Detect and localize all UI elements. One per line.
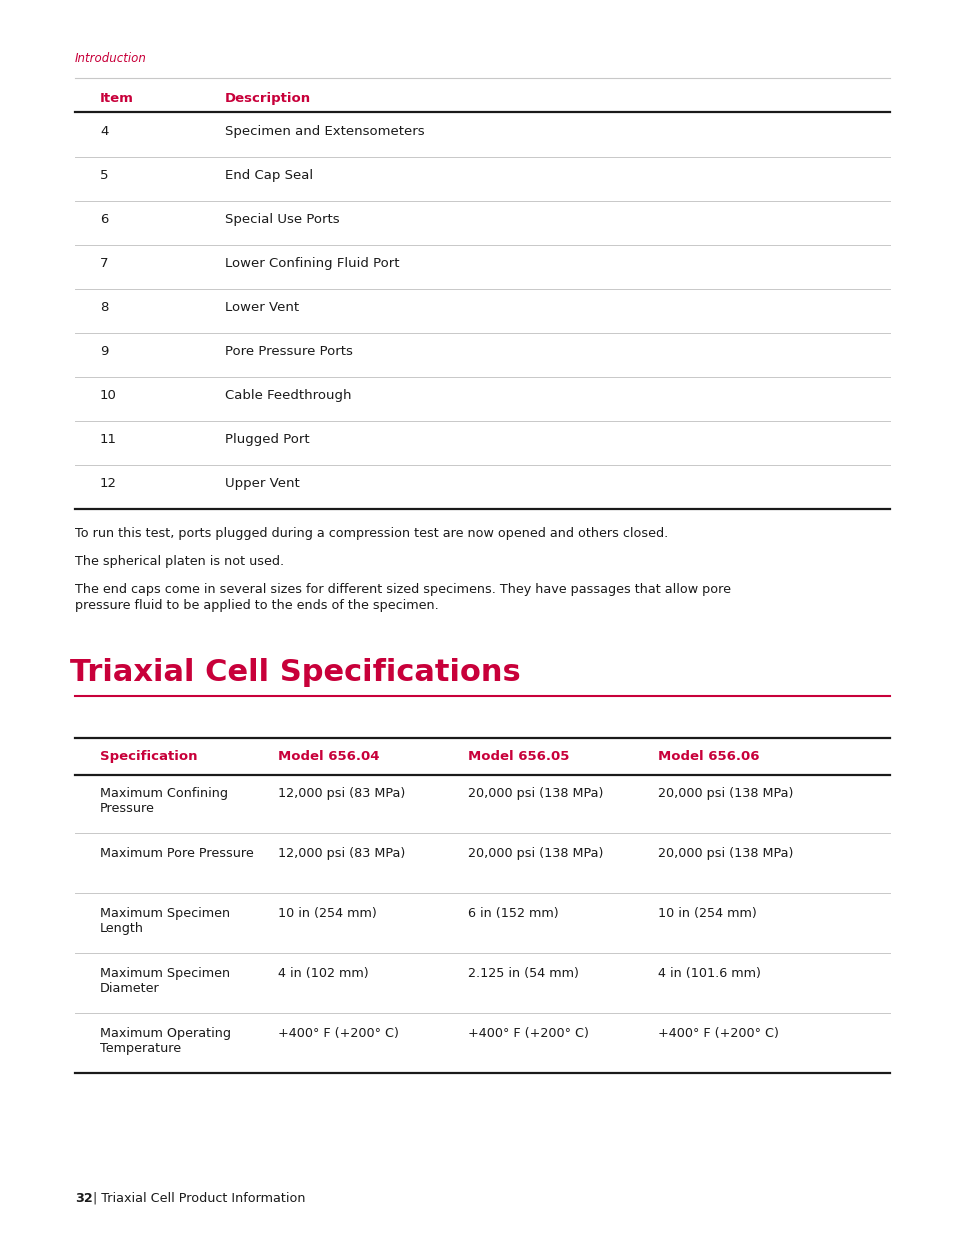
Text: 12,000 psi (83 MPa): 12,000 psi (83 MPa) (277, 787, 405, 800)
Text: 20,000 psi (138 MPa): 20,000 psi (138 MPa) (658, 847, 793, 860)
Text: Cable Feedthrough: Cable Feedthrough (225, 389, 351, 403)
Text: 2.125 in (54 mm): 2.125 in (54 mm) (468, 967, 578, 981)
Text: 32: 32 (75, 1192, 92, 1205)
Text: 9: 9 (100, 345, 109, 358)
Text: 6: 6 (100, 212, 109, 226)
Text: 4 in (101.6 mm): 4 in (101.6 mm) (658, 967, 760, 981)
Text: Introduction: Introduction (75, 52, 147, 65)
Text: 4 in (102 mm): 4 in (102 mm) (277, 967, 368, 981)
Text: pressure fluid to be applied to the ends of the specimen.: pressure fluid to be applied to the ends… (75, 599, 438, 613)
Text: Maximum Specimen
Diameter: Maximum Specimen Diameter (100, 967, 230, 995)
Text: Plugged Port: Plugged Port (225, 433, 310, 446)
Text: Maximum Pore Pressure: Maximum Pore Pressure (100, 847, 253, 860)
Text: Special Use Ports: Special Use Ports (225, 212, 339, 226)
Text: +400° F (+200° C): +400° F (+200° C) (277, 1028, 398, 1040)
Text: Description: Description (225, 91, 311, 105)
Text: Specimen and Extensometers: Specimen and Extensometers (225, 125, 424, 138)
Text: Model 656.06: Model 656.06 (658, 750, 759, 763)
Text: Triaxial Cell Specifications: Triaxial Cell Specifications (70, 658, 520, 687)
Text: 7: 7 (100, 257, 109, 270)
Text: Lower Vent: Lower Vent (225, 301, 299, 314)
Text: End Cap Seal: End Cap Seal (225, 169, 313, 182)
Text: The end caps come in several sizes for different sized specimens. They have pass: The end caps come in several sizes for d… (75, 583, 730, 597)
Text: Specification: Specification (100, 750, 197, 763)
Text: +400° F (+200° C): +400° F (+200° C) (658, 1028, 778, 1040)
Text: 20,000 psi (138 MPa): 20,000 psi (138 MPa) (468, 787, 602, 800)
Text: 12: 12 (100, 477, 117, 490)
Text: 11: 11 (100, 433, 117, 446)
Text: Pore Pressure Ports: Pore Pressure Ports (225, 345, 353, 358)
Text: Item: Item (100, 91, 133, 105)
Text: 10 in (254 mm): 10 in (254 mm) (658, 906, 756, 920)
Text: | Triaxial Cell Product Information: | Triaxial Cell Product Information (89, 1192, 305, 1205)
Text: To run this test, ports plugged during a compression test are now opened and oth: To run this test, ports plugged during a… (75, 527, 667, 540)
Text: Upper Vent: Upper Vent (225, 477, 299, 490)
Text: The spherical platen is not used.: The spherical platen is not used. (75, 555, 284, 568)
Text: 10: 10 (100, 389, 117, 403)
Text: 10 in (254 mm): 10 in (254 mm) (277, 906, 376, 920)
Text: 12,000 psi (83 MPa): 12,000 psi (83 MPa) (277, 847, 405, 860)
Text: Model 656.05: Model 656.05 (468, 750, 569, 763)
Text: 8: 8 (100, 301, 109, 314)
Text: 20,000 psi (138 MPa): 20,000 psi (138 MPa) (658, 787, 793, 800)
Text: 20,000 psi (138 MPa): 20,000 psi (138 MPa) (468, 847, 602, 860)
Text: Model 656.04: Model 656.04 (277, 750, 379, 763)
Text: Maximum Specimen
Length: Maximum Specimen Length (100, 906, 230, 935)
Text: Lower Confining Fluid Port: Lower Confining Fluid Port (225, 257, 399, 270)
Text: 4: 4 (100, 125, 109, 138)
Text: Maximum Confining
Pressure: Maximum Confining Pressure (100, 787, 228, 815)
Text: Maximum Operating
Temperature: Maximum Operating Temperature (100, 1028, 231, 1055)
Text: 6 in (152 mm): 6 in (152 mm) (468, 906, 558, 920)
Text: +400° F (+200° C): +400° F (+200° C) (468, 1028, 588, 1040)
Text: 5: 5 (100, 169, 109, 182)
